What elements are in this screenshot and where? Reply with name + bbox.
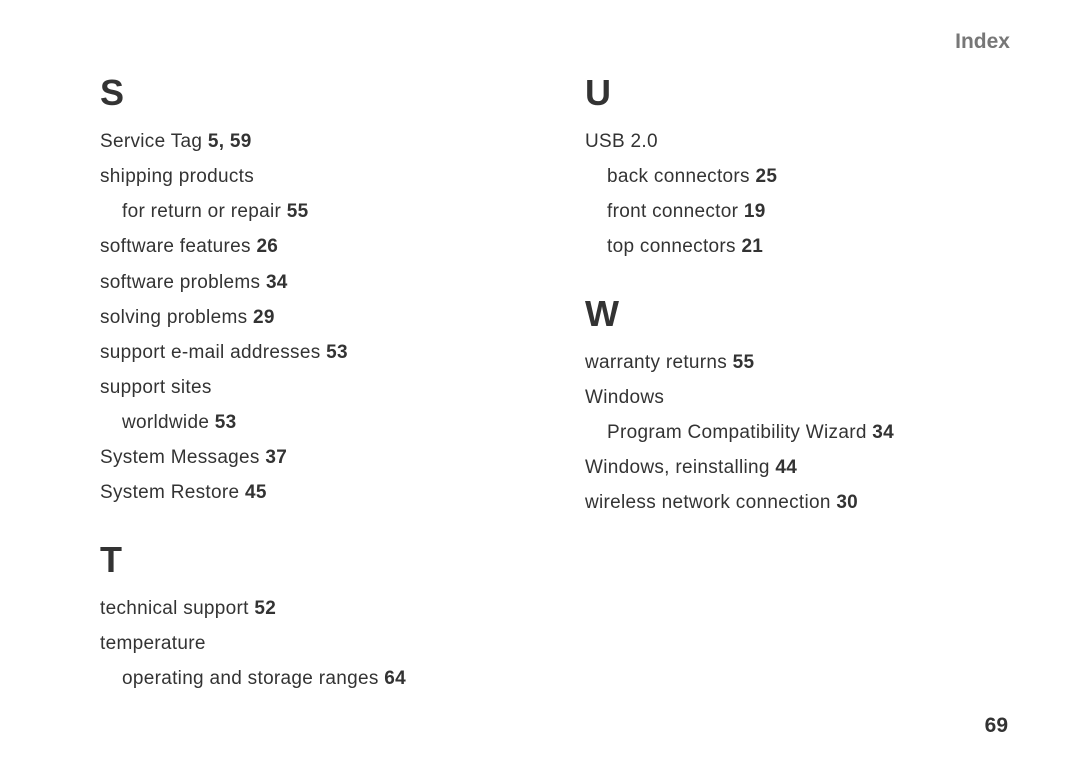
entry-pages: 25 [755,166,777,187]
entry-text: USB 2.0 [585,131,658,152]
index-entry: operating and storage ranges 64 [100,661,525,696]
index-entry: support e-mail addresses 53 [100,335,525,370]
entry-pages: 52 [254,598,276,619]
index-entry: warranty returns 55 [585,345,1010,380]
entry-pages: 29 [253,307,275,328]
entry-text: support sites [100,377,212,398]
entry-pages: 55 [733,352,755,373]
entry-text: Program Compatibility Wizard [607,422,867,443]
entry-text: support e-mail addresses [100,342,321,363]
section-letter: W [585,293,1010,335]
entry-pages: 30 [836,492,858,513]
index-entry: Windows, reinstalling 44 [585,450,1010,485]
index-entry: temperature [100,626,525,661]
entry-text: operating and storage ranges [122,668,379,689]
index-entry: back connectors 25 [585,159,1010,194]
entry-pages: 64 [384,668,406,689]
entry-text: Windows, reinstalling [585,457,770,478]
entry-text: System Messages [100,447,260,468]
entry-text: front connector [607,201,738,222]
index-entry: software problems 34 [100,265,525,300]
entry-pages: 19 [744,201,766,222]
entry-pages: 34 [266,272,288,293]
entry-text: warranty returns [585,352,727,373]
section-letter: S [100,72,525,114]
entry-pages: 26 [256,236,278,257]
index-entry: top connectors 21 [585,229,1010,264]
entry-text: solving problems [100,307,247,328]
entry-pages: 37 [265,447,287,468]
entry-text: Service Tag [100,131,202,152]
entry-pages: 5, 59 [208,131,252,152]
index-entry: USB 2.0 [585,124,1010,159]
entry-text: software problems [100,272,260,293]
entry-text: technical support [100,598,249,619]
entry-text: wireless network connection [585,492,831,513]
entry-pages: 44 [775,457,797,478]
index-entry: wireless network connection 30 [585,485,1010,520]
section-letter: T [100,539,525,581]
entry-text: software features [100,236,251,257]
entry-pages: 55 [287,201,309,222]
index-entry: technical support 52 [100,591,525,626]
right-column: UUSB 2.0back connectors 25front connecto… [585,72,1010,696]
index-entry: support sites [100,370,525,405]
index-entry: Service Tag 5, 59 [100,124,525,159]
index-entry: System Restore 45 [100,475,525,510]
entry-text: worldwide [122,412,209,433]
entry-text: back connectors [607,166,750,187]
entry-pages: 45 [245,482,267,503]
entry-text: top connectors [607,236,736,257]
left-column: S Service Tag 5, 59 shipping products for r… [100,72,525,696]
entry-pages: 34 [872,422,894,443]
page-number: 69 [985,714,1008,738]
index-entry: System Messages 37 [100,440,525,475]
index-entry: shipping products [100,159,525,194]
index-entry: Windows [585,380,1010,415]
entry-pages: 53 [215,412,237,433]
entry-pages: 53 [326,342,348,363]
index-entry: software features 26 [100,229,525,264]
page-header: Index [100,30,1010,54]
index-entry: front connector 19 [585,194,1010,229]
index-entry: worldwide 53 [100,405,525,440]
entry-text: shipping products [100,166,254,187]
entry-text: Windows [585,387,664,408]
entry-text: System Restore [100,482,239,503]
entry-text: for return or repair [122,201,281,222]
header-title: Index [955,30,1010,53]
index-entry: solving problems 29 [100,300,525,335]
section-letter: U [585,72,1010,114]
index-entry: Program Compatibility Wizard 34 [585,415,1010,450]
entry-pages: 21 [741,236,763,257]
entry-text: temperature [100,633,206,654]
index-columns: S Service Tag 5, 59 shipping products for r… [100,72,1010,696]
index-entry: for return or repair 55 [100,194,525,229]
